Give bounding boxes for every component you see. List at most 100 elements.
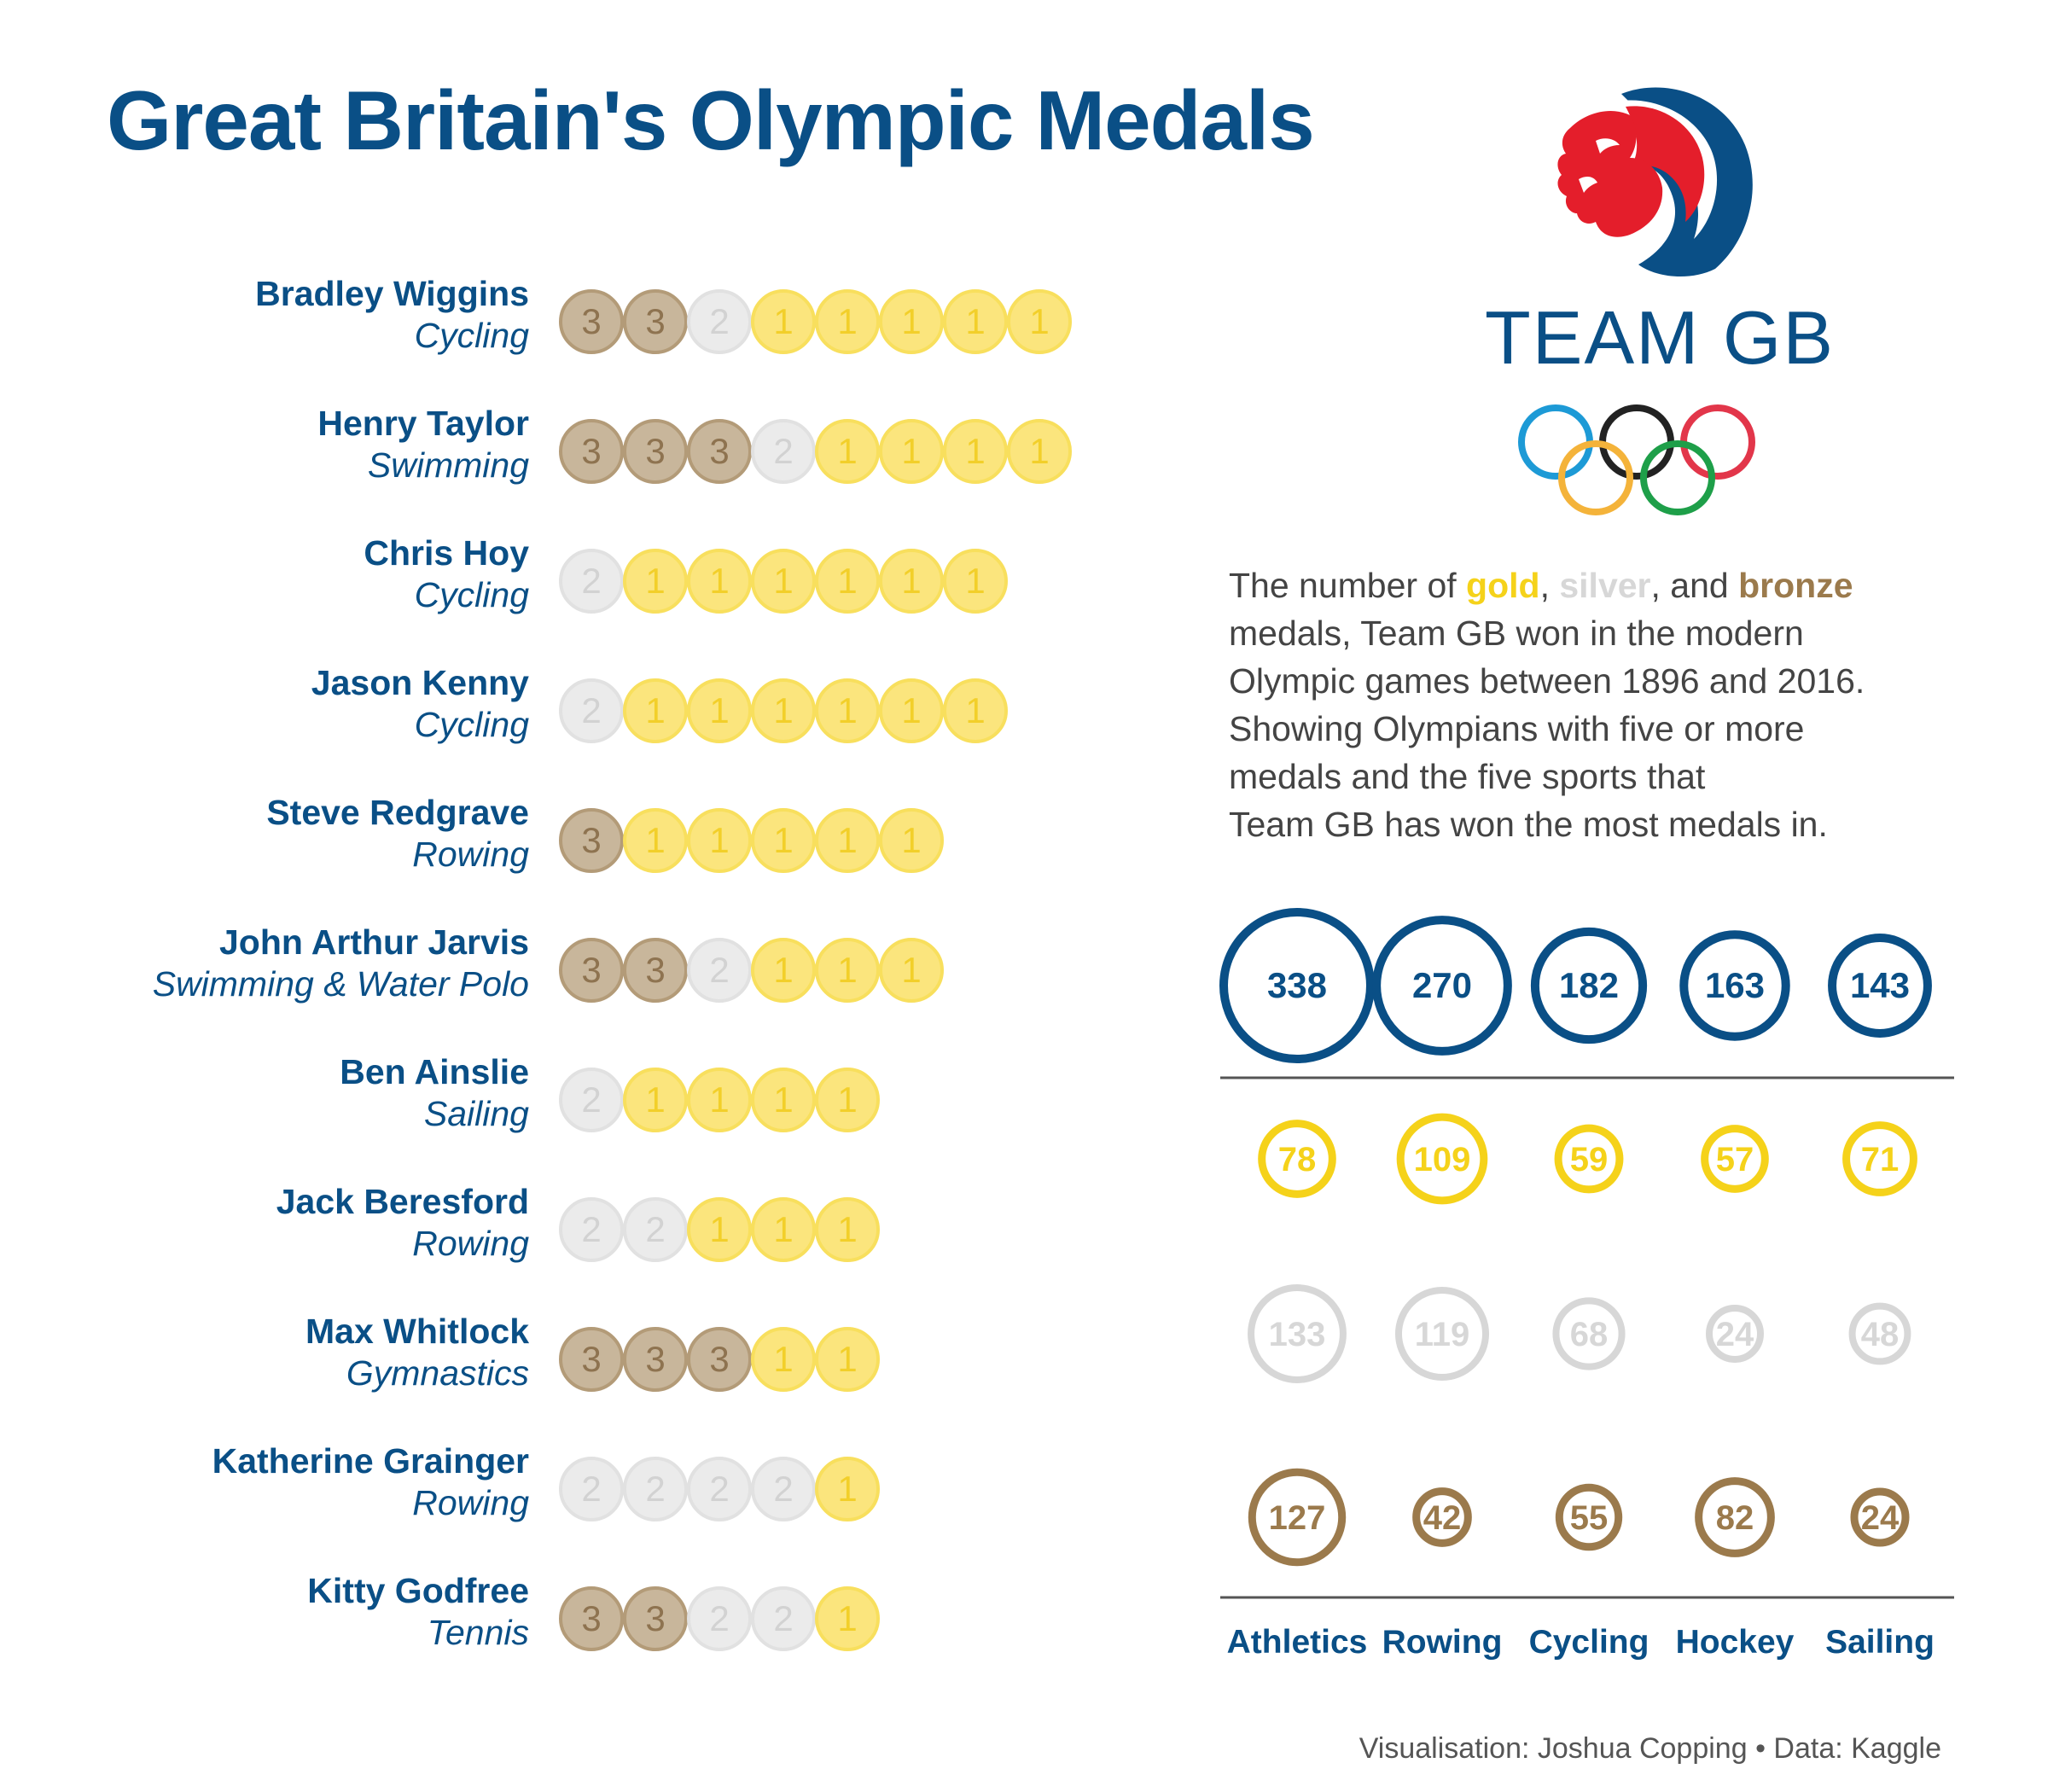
chart-description: The number of gold, silver, and bronze m… — [1229, 561, 1997, 848]
gold-medal: 1 — [623, 808, 688, 873]
bronze-bubble — [1850, 1487, 1910, 1547]
athlete-sport: Rowing — [412, 835, 529, 874]
total-bubble — [1372, 916, 1512, 1056]
bronze-value-label: 127 — [1269, 1499, 1326, 1537]
silver-medal: 2 — [751, 1457, 816, 1521]
athlete-name: Max Whitlock — [305, 1312, 529, 1351]
gold-medal: 1 — [687, 678, 752, 743]
silver-bubble — [1848, 1302, 1911, 1365]
description-text: , and — [1650, 566, 1739, 605]
total-bubble — [1219, 908, 1375, 1063]
description-text: medals, Team GB won in the modern — [1229, 614, 1804, 653]
gold-medal: 1 — [623, 678, 688, 743]
gold-bubble — [1396, 1113, 1488, 1205]
olympic-rings-icon — [1518, 404, 1755, 515]
gold-medal: 1 — [943, 289, 1008, 354]
total-bubble — [1530, 927, 1648, 1044]
silver-medal: 2 — [751, 1586, 816, 1651]
athlete-sport: Gymnastics — [346, 1353, 529, 1393]
gold-medal: 1 — [879, 549, 944, 614]
silver-medal: 2 — [559, 1197, 624, 1262]
bronze-medal: 3 — [623, 289, 688, 354]
total-value-label: 143 — [1850, 965, 1910, 1005]
athlete-medal-list: Bradley Wiggins Cycling 3 3 2 1 1 1 1 1 Henry Tayl… — [0, 273, 1109, 1655]
description-text: medals and the five sports that — [1229, 757, 1706, 796]
gold-medal: 1 — [751, 549, 816, 614]
gold-medal: 1 — [879, 938, 944, 1003]
gold-medal: 1 — [879, 289, 944, 354]
description-text: Team GB has won the most medals in. — [1229, 805, 1828, 844]
bronze-medal: 3 — [623, 419, 688, 484]
gold-medal: 1 — [879, 678, 944, 743]
silver-value-label: 68 — [1570, 1316, 1609, 1353]
gold-medal: 1 — [751, 289, 816, 354]
bronze-medal: 3 — [559, 808, 624, 873]
gold-medal: 1 — [751, 1068, 816, 1132]
silver-value-label: 133 — [1269, 1316, 1326, 1353]
athlete-name: Ben Ainslie — [340, 1052, 529, 1091]
athlete-name: Kitty Godfree — [307, 1571, 529, 1610]
sport-category-label: Rowing — [1382, 1624, 1503, 1661]
silver-bubble — [1706, 1305, 1764, 1363]
gold-medal: 1 — [815, 1197, 880, 1262]
athlete-row: Jack Beresford Rowing 2 2 1 1 1 — [0, 1181, 1109, 1275]
athlete-row: Jason Kenny Cycling 2 1 1 1 1 1 1 — [0, 662, 1109, 756]
silver-value-label: 24 — [1716, 1316, 1754, 1353]
athlete-name: Steve Redgrave — [266, 793, 529, 832]
total-value-label: 338 — [1267, 965, 1327, 1005]
gold-medal: 1 — [943, 419, 1008, 484]
athlete-sport: Rowing — [412, 1483, 529, 1522]
bronze-bubble — [1555, 1483, 1623, 1551]
silver-bubble — [1394, 1286, 1490, 1382]
gold-medal: 1 — [687, 808, 752, 873]
sport-category-label: Hockey — [1676, 1624, 1795, 1661]
gold-medal: 1 — [815, 549, 880, 614]
sport-category-label: Athletics — [1227, 1624, 1368, 1661]
silver-bubble — [1552, 1297, 1626, 1370]
total-bubble — [1828, 934, 1932, 1038]
bronze-medal: 3 — [623, 1327, 688, 1392]
silver-medal: 2 — [623, 1457, 688, 1521]
sport-category-label: Sailing — [1825, 1624, 1935, 1661]
bronze-value-label: 42 — [1423, 1499, 1462, 1537]
gold-value-label: 71 — [1861, 1141, 1900, 1178]
athlete-name: Henry Taylor — [317, 404, 529, 443]
gold-bubble — [1842, 1121, 1917, 1196]
athlete-row: Max Whitlock Gymnastics 3 3 3 1 1 — [0, 1311, 1109, 1405]
gold-value-label: 109 — [1414, 1141, 1471, 1178]
gold-bubble — [1258, 1120, 1336, 1198]
page-title: Great Britain's Olympic Medals — [107, 73, 1315, 167]
gold-medal: 1 — [815, 938, 880, 1003]
total-value-label: 270 — [1412, 965, 1472, 1005]
athlete-sport: Tennis — [427, 1613, 529, 1652]
silver-medal: 2 — [559, 678, 624, 743]
athlete-row: John Arthur Jarvis Swimming & Water Polo 3… — [0, 922, 1109, 1015]
gold-medal: 1 — [815, 1068, 880, 1132]
description-text: Showing Olympians with five or more — [1229, 709, 1805, 748]
total-value-label: 163 — [1705, 965, 1765, 1005]
bronze-medal: 3 — [687, 419, 752, 484]
bronze-value-label: 82 — [1716, 1499, 1754, 1537]
bronze-value-label: 55 — [1570, 1499, 1609, 1537]
gold-medal: 1 — [815, 1457, 880, 1521]
silver-medal: 2 — [559, 549, 624, 614]
bronze-medal: 3 — [559, 938, 624, 1003]
athlete-name: John Arthur Jarvis — [218, 922, 529, 962]
gold-value-label: 78 — [1278, 1141, 1317, 1178]
athlete-name: Jack Beresford — [276, 1182, 529, 1221]
team-gb-logo: TEAM GB — [1485, 77, 1833, 521]
bronze-medal: 3 — [559, 1586, 624, 1651]
athlete-row: Bradley Wiggins Cycling 3 3 2 1 1 1 1 1 — [0, 273, 1109, 367]
gold-bubble — [1701, 1125, 1769, 1193]
athlete-name: Jason Kenny — [311, 663, 529, 702]
bronze-value-label: 24 — [1861, 1499, 1900, 1537]
silver-value-label: 48 — [1861, 1316, 1900, 1353]
total-bubble — [1679, 930, 1790, 1041]
sports-medal-chart: 338 270 182 163 143 78 109 59 57 71 133 119 68 24 48 12… — [1219, 908, 1954, 1661]
gold-medal: 1 — [751, 808, 816, 873]
bronze-medal: 3 — [559, 1327, 624, 1392]
athlete-sport: Cycling — [414, 705, 529, 744]
description-silver: silver — [1559, 566, 1651, 605]
bronze-bubble — [1248, 1468, 1347, 1567]
gold-medal: 1 — [751, 1327, 816, 1392]
